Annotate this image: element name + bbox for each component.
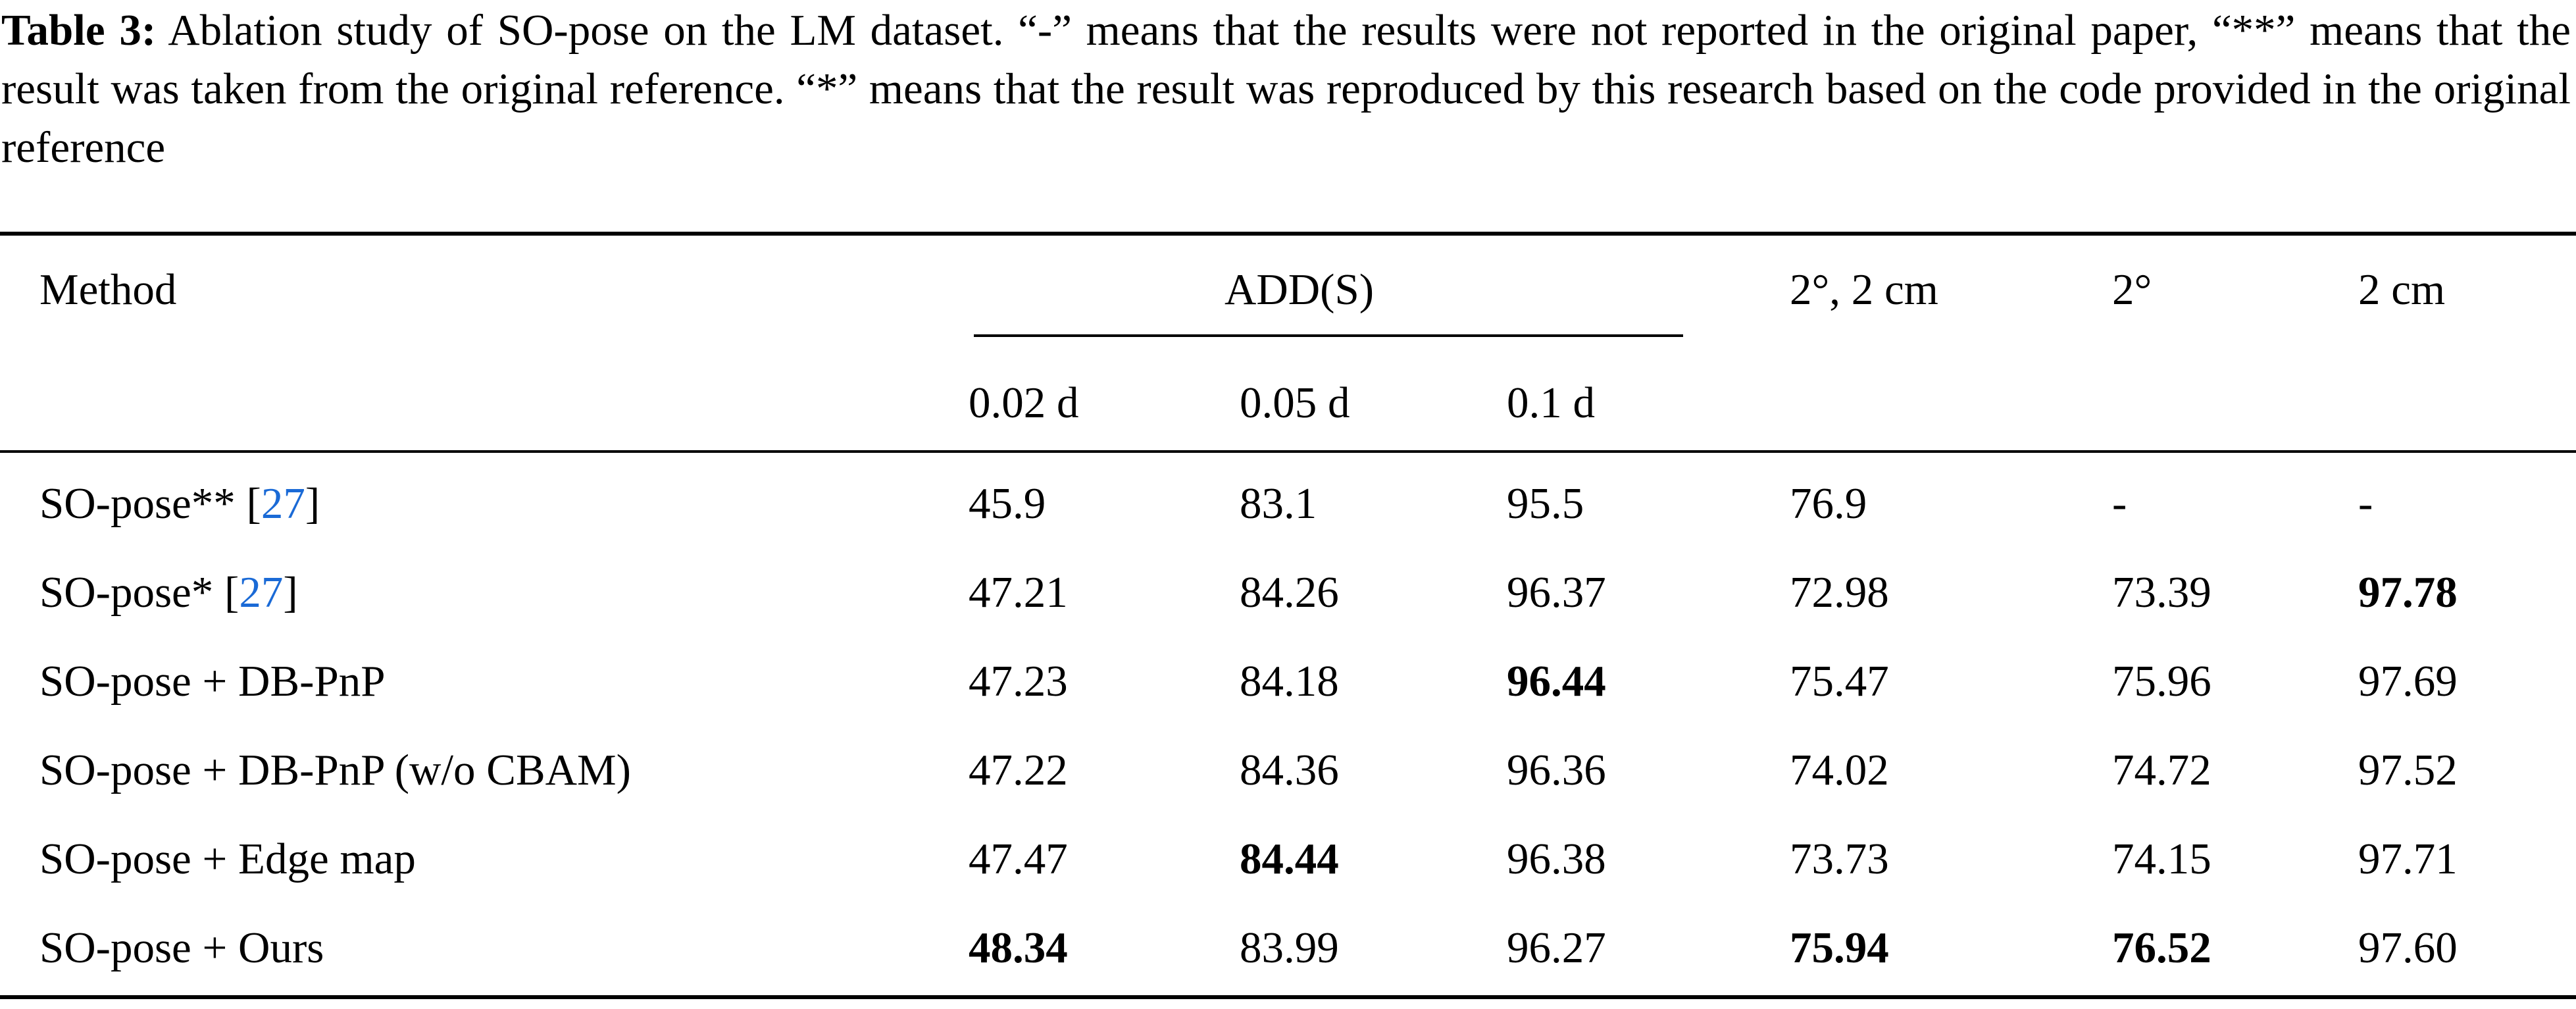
table-cell: 96.37 — [1507, 568, 1606, 617]
table-cell: 84.44 — [1240, 835, 1339, 883]
table-cell: 83.1 — [1240, 479, 1317, 528]
citation-link[interactable]: 27 — [261, 479, 305, 528]
ref-bracket-close: ] — [305, 479, 320, 528]
add-s-group-rule — [974, 334, 1683, 337]
table-cell: 97.52 — [2358, 746, 2458, 794]
table-cell: 47.47 — [969, 835, 1068, 883]
table-cell: 97.71 — [2358, 835, 2458, 883]
table-top-rule — [0, 232, 2576, 236]
row-method: SO-pose + DB-PnP (w/o CBAM) — [39, 744, 631, 796]
method-name: SO-pose + Edge map — [39, 835, 416, 883]
table-cell: 47.21 — [969, 568, 1068, 617]
table-cell: 75.96 — [2112, 657, 2211, 706]
table-cell: 75.47 — [1790, 657, 1889, 706]
table-cell: 48.34 — [969, 923, 1068, 972]
method-name: SO-pose + Ours — [39, 923, 324, 972]
caption-label: Table 3: — [1, 6, 157, 55]
table-cell: 96.38 — [1507, 835, 1606, 883]
table-cell: - — [2358, 479, 2373, 528]
method-name: SO-pose* — [39, 568, 214, 617]
table-cell: 76.52 — [2112, 923, 2211, 972]
header-method: Method — [39, 265, 177, 314]
header-2deg: 2° — [2112, 265, 2152, 314]
table-cell: 75.94 — [1790, 923, 1889, 972]
table-cell: 96.44 — [1507, 657, 1606, 706]
row-method: SO-pose + Edge map — [39, 833, 416, 885]
table-caption: Table 3: Ablation study of SO-pose on th… — [1, 1, 2571, 177]
table-cell: 72.98 — [1790, 568, 1889, 617]
table-header-rule — [0, 450, 2576, 453]
header-2deg-2cm: 2°, 2 cm — [1790, 265, 1938, 314]
header-0-05d: 0.05 d — [1240, 378, 1350, 427]
table-cell: 74.72 — [2112, 746, 2211, 794]
table-cell: 73.39 — [2112, 568, 2211, 617]
table-cell: 45.9 — [969, 479, 1046, 528]
ref-bracket-close: ] — [283, 568, 298, 617]
table-cell: 97.60 — [2358, 923, 2458, 972]
citation-link[interactable]: 27 — [239, 568, 284, 617]
caption-text: Ablation study of SO-pose on the LM data… — [1, 6, 2571, 172]
row-method: SO-pose** [27] — [39, 477, 320, 530]
header-0-1d: 0.1 d — [1507, 378, 1595, 427]
table-cell: 74.02 — [1790, 746, 1889, 794]
table-cell: 84.18 — [1240, 657, 1339, 706]
table-cell: 84.26 — [1240, 568, 1339, 617]
table-cell: 96.36 — [1507, 746, 1606, 794]
table-cell: 76.9 — [1790, 479, 1867, 528]
header-add-s: ADD(S) — [1225, 265, 1375, 314]
table-cell: 84.36 — [1240, 746, 1339, 794]
table-cell: 97.69 — [2358, 657, 2458, 706]
table-cell: 97.78 — [2358, 568, 2458, 617]
row-method: SO-pose + DB-PnP — [39, 655, 385, 708]
table-cell: 73.73 — [1790, 835, 1889, 883]
table-cell: - — [2112, 479, 2127, 528]
row-method: SO-pose + Ours — [39, 921, 324, 974]
ref-bracket-open: [ — [235, 479, 261, 528]
table-bottom-rule — [0, 995, 2576, 999]
method-name: SO-pose** — [39, 479, 236, 528]
header-2cm: 2 cm — [2358, 265, 2446, 314]
method-name: SO-pose + DB-PnP (w/o CBAM) — [39, 746, 631, 794]
table-cell: 96.27 — [1507, 923, 1606, 972]
table-cell: 83.99 — [1240, 923, 1339, 972]
row-method: SO-pose* [27] — [39, 566, 298, 619]
header-0-02d: 0.02 d — [969, 378, 1079, 427]
table-cell: 47.23 — [969, 657, 1068, 706]
method-name: SO-pose + DB-PnP — [39, 657, 386, 706]
table-cell: 74.15 — [2112, 835, 2211, 883]
ref-bracket-open: [ — [213, 568, 240, 617]
table-cell: 47.22 — [969, 746, 1068, 794]
table-cell: 95.5 — [1507, 479, 1584, 528]
